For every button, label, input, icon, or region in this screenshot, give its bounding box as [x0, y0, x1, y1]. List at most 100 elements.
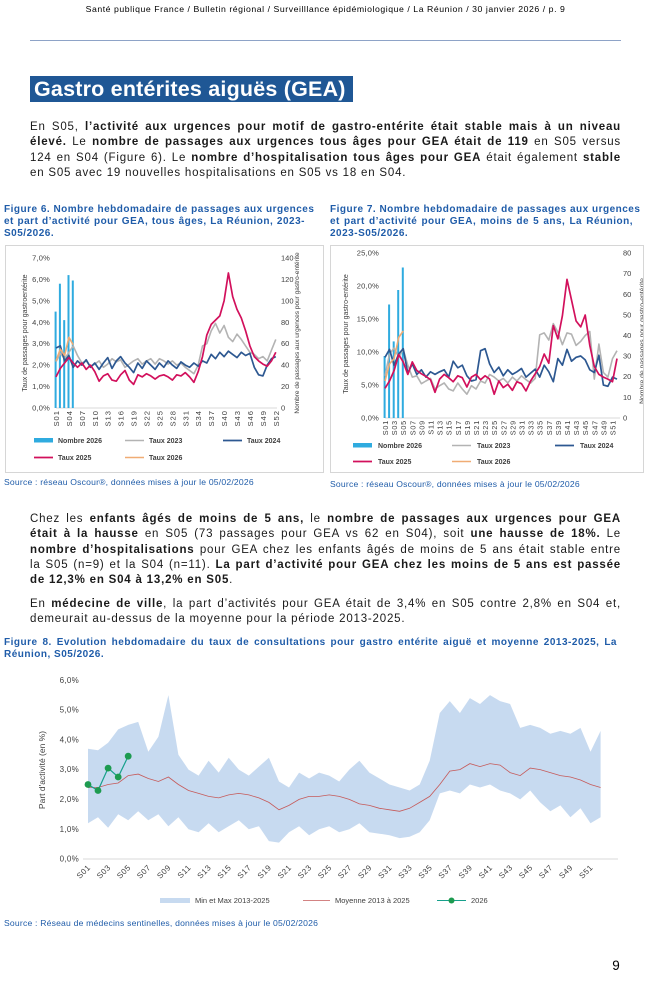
svg-text:S11: S11 [176, 863, 193, 880]
svg-text:S15: S15 [216, 863, 234, 881]
svg-text:0,0%: 0,0% [32, 404, 50, 413]
svg-text:20: 20 [623, 372, 631, 381]
svg-text:S47: S47 [537, 863, 555, 881]
svg-text:S03: S03 [95, 863, 113, 881]
svg-text:50: 50 [623, 310, 631, 319]
svg-text:2026: 2026 [471, 896, 488, 905]
svg-text:S33: S33 [397, 863, 415, 881]
svg-text:Taux 2024: Taux 2024 [247, 438, 280, 445]
svg-text:S21: S21 [276, 863, 294, 881]
svg-text:S09: S09 [155, 863, 173, 881]
svg-text:S51: S51 [577, 863, 595, 881]
svg-text:S37: S37 [437, 863, 455, 881]
svg-text:25,0%: 25,0% [357, 249, 379, 258]
svg-text:S07: S07 [408, 420, 417, 435]
svg-text:60: 60 [623, 290, 631, 299]
svg-text:15,0%: 15,0% [357, 315, 379, 324]
svg-text:Taux 2023: Taux 2023 [477, 443, 510, 450]
svg-text:S31: S31 [376, 863, 394, 881]
svg-text:10: 10 [623, 393, 631, 402]
svg-text:S17: S17 [236, 863, 254, 881]
svg-text:Taux 2024: Taux 2024 [580, 443, 613, 450]
svg-text:S19: S19 [256, 863, 274, 881]
svg-text:S41: S41 [563, 420, 572, 435]
svg-text:S51: S51 [609, 420, 618, 435]
svg-text:S17: S17 [454, 420, 463, 435]
svg-text:140: 140 [281, 254, 294, 263]
svg-text:60: 60 [281, 339, 289, 348]
svg-text:S31: S31 [181, 410, 190, 427]
svg-text:S05: S05 [399, 420, 408, 435]
svg-text:120: 120 [281, 275, 294, 284]
svg-text:S49: S49 [557, 863, 575, 881]
svg-text:5,0%: 5,0% [32, 296, 50, 305]
svg-text:S45: S45 [517, 863, 535, 881]
svg-text:S19: S19 [463, 420, 472, 435]
svg-text:S27: S27 [336, 863, 354, 881]
svg-text:S01: S01 [381, 420, 390, 435]
svg-text:S29: S29 [356, 863, 374, 881]
svg-text:S16: S16 [117, 410, 126, 427]
svg-text:0,0%: 0,0% [361, 414, 379, 423]
svg-text:S39: S39 [457, 863, 475, 881]
svg-text:S23: S23 [296, 863, 314, 881]
svg-text:S43: S43 [233, 410, 242, 427]
svg-text:S45: S45 [581, 420, 590, 435]
svg-text:S40: S40 [220, 410, 229, 427]
svg-text:Min et Max 2013-2025: Min et Max 2013-2025 [195, 896, 270, 905]
svg-text:S13: S13 [196, 863, 214, 881]
svg-text:Taux 2025: Taux 2025 [58, 455, 91, 462]
svg-text:S35: S35 [536, 420, 545, 435]
svg-text:40: 40 [623, 331, 631, 340]
svg-text:2,0%: 2,0% [32, 361, 50, 370]
svg-text:0,0%: 0,0% [60, 855, 79, 864]
svg-text:S43: S43 [572, 420, 581, 435]
svg-text:S13: S13 [436, 420, 445, 435]
svg-text:S29: S29 [508, 420, 517, 435]
svg-text:S01: S01 [75, 863, 93, 881]
svg-text:Taux 2026: Taux 2026 [477, 459, 510, 466]
svg-text:6,0%: 6,0% [32, 275, 50, 284]
svg-text:S39: S39 [554, 420, 563, 435]
svg-text:Nombre de passages pour gastro: Nombre de passages pour gastro-entérite [639, 278, 644, 404]
svg-text:10,0%: 10,0% [357, 348, 379, 357]
svg-text:7,0%: 7,0% [32, 254, 50, 263]
svg-text:6,0%: 6,0% [60, 676, 79, 685]
svg-text:5,0%: 5,0% [361, 381, 379, 390]
svg-text:80: 80 [281, 318, 289, 327]
svg-text:S05: S05 [115, 863, 133, 881]
svg-text:30: 30 [623, 352, 631, 361]
svg-text:4,0%: 4,0% [32, 318, 50, 327]
svg-text:S10: S10 [91, 410, 100, 427]
svg-text:S25: S25 [316, 863, 334, 881]
svg-text:Nombre de passages aux urgence: Nombre de passages aux urgences pour gas… [294, 252, 301, 414]
svg-text:4,0%: 4,0% [60, 735, 79, 744]
svg-text:S25: S25 [155, 410, 164, 427]
svg-text:S25: S25 [490, 420, 499, 435]
svg-text:5,0%: 5,0% [60, 706, 79, 715]
svg-text:S31: S31 [518, 420, 527, 435]
svg-text:S49: S49 [599, 420, 608, 435]
svg-text:1,0%: 1,0% [60, 825, 79, 834]
svg-text:S37: S37 [545, 420, 554, 435]
svg-text:S49: S49 [259, 410, 268, 427]
svg-text:S37: S37 [207, 410, 216, 427]
svg-text:S43: S43 [497, 863, 515, 881]
svg-text:S19: S19 [130, 410, 139, 427]
svg-text:Moyenne 2013 à 2025: Moyenne 2013 à 2025 [335, 896, 410, 905]
svg-text:3,0%: 3,0% [60, 765, 79, 774]
svg-text:S11: S11 [427, 420, 436, 435]
svg-text:S28: S28 [168, 410, 177, 427]
svg-text:S41: S41 [477, 863, 495, 881]
svg-text:Taux 2023: Taux 2023 [149, 438, 182, 445]
svg-text:0: 0 [281, 404, 285, 413]
svg-text:S01: S01 [52, 410, 61, 427]
svg-text:S07: S07 [78, 410, 87, 427]
svg-text:S27: S27 [499, 420, 508, 435]
svg-text:S15: S15 [445, 420, 454, 435]
svg-text:Taux 2026: Taux 2026 [149, 455, 182, 462]
svg-text:70: 70 [623, 269, 631, 278]
svg-text:S04: S04 [65, 410, 74, 427]
svg-text:S22: S22 [143, 410, 152, 427]
svg-text:Nombre 2026: Nombre 2026 [58, 438, 102, 445]
